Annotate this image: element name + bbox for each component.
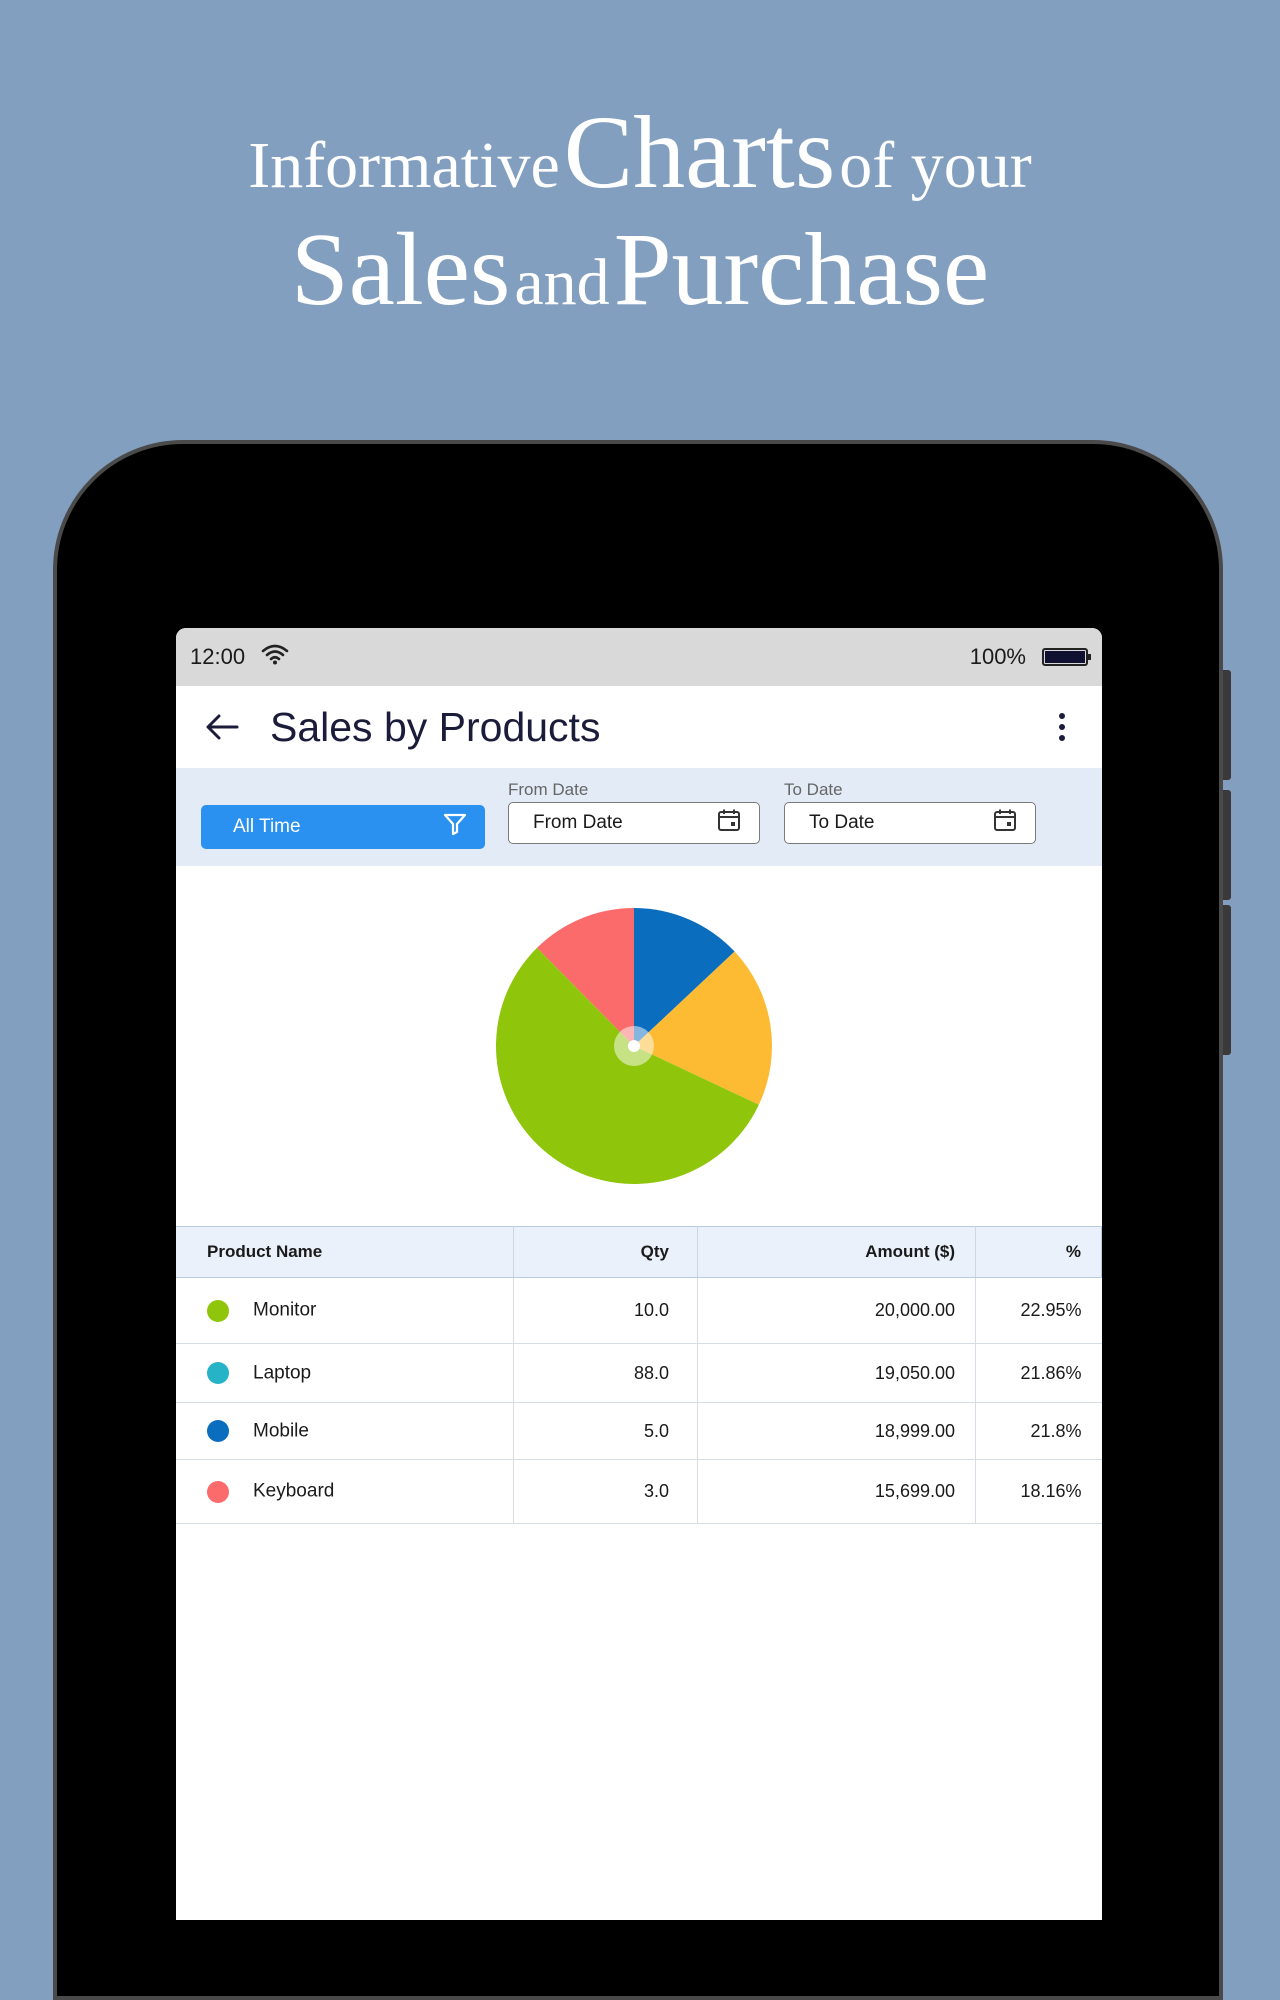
legend-dot (207, 1420, 229, 1443)
page-title: Sales by Products (270, 703, 601, 750)
qty-cell: 88.0 (513, 1343, 698, 1403)
volume-down-button (1223, 790, 1231, 900)
percent-cell: 18.16% (975, 1459, 1102, 1524)
to-date-placeholder: To Date (809, 812, 875, 833)
table-row[interactable]: Mobile 5.0 18,999.00 21.8% (176, 1402, 1102, 1460)
filter-bar: All Time From Date From Date (176, 768, 1102, 866)
period-filter-button[interactable]: All Time (201, 805, 485, 849)
amount-cell: 19,050.00 (697, 1343, 976, 1403)
arrow-left-icon[interactable] (202, 707, 242, 747)
app-bar: Sales by Products (176, 686, 1102, 768)
table-header-row: Product Name Qty Amount ($) % (176, 1226, 1102, 1278)
product-cell: Monitor (176, 1277, 514, 1344)
product-name: Mobile (253, 1420, 309, 1442)
filter-icon (443, 812, 467, 842)
qty-cell: 5.0 (513, 1402, 698, 1460)
wifi-icon (261, 643, 289, 671)
headline-word: Informative (248, 129, 560, 202)
amount-cell: 20,000.00 (697, 1277, 976, 1344)
table-row[interactable]: Laptop 88.0 19,050.00 21.86% (176, 1343, 1102, 1403)
amount-cell: 15,699.00 (697, 1459, 976, 1524)
header-amount: Amount ($) (697, 1226, 976, 1278)
pie-slice-keyboard[interactable] (537, 908, 634, 1046)
power-button (1223, 905, 1231, 1055)
product-cell: Mobile (176, 1402, 514, 1460)
pie-chart (495, 908, 772, 1184)
legend-dot (207, 1299, 229, 1322)
to-date-field: To Date To Date (784, 778, 1036, 844)
product-cell: Keyboard (176, 1459, 514, 1524)
pie-slice-monitor[interactable] (495, 947, 759, 1184)
from-date-caption: From Date (508, 780, 589, 799)
status-bar: 12:00 100% (176, 628, 1102, 686)
headline-line-2: Sales and Purchase (0, 210, 1280, 330)
headline-word: Sales (290, 212, 511, 327)
calendar-icon (993, 808, 1017, 838)
app-screen: 12:00 100% Sales by Products (176, 628, 1102, 1920)
headline-line-1: Informative Charts of your (0, 95, 1280, 210)
headline-word: Purchase (613, 212, 990, 327)
pie-chart-area (176, 866, 1102, 1228)
headline-word: of your (839, 129, 1032, 202)
calendar-icon (717, 808, 741, 838)
headline-word: and (514, 246, 610, 319)
header-percent: % (975, 1226, 1102, 1278)
sales-table: Product Name Qty Amount ($) % Monitor 10… (176, 1226, 1102, 1524)
legend-dot (207, 1362, 229, 1385)
header-product-name: Product Name (176, 1226, 514, 1278)
battery-percentage: 100% (969, 644, 1026, 669)
percent-cell: 22.95% (975, 1277, 1102, 1344)
headline: Informative Charts of your Sales and Pur… (0, 95, 1280, 330)
product-name: Keyboard (253, 1480, 335, 1502)
headline-word: Charts (563, 95, 836, 210)
product-cell: Laptop (176, 1343, 514, 1403)
percent-cell: 21.86% (975, 1343, 1102, 1403)
percent-cell: 21.8% (975, 1402, 1102, 1460)
product-name: Monitor (253, 1299, 317, 1321)
legend-dot (207, 1480, 229, 1503)
from-date-field: From Date From Date (508, 778, 760, 844)
from-date-placeholder: From Date (533, 812, 623, 833)
table-row[interactable]: Monitor 10.0 20,000.00 22.95% (176, 1277, 1102, 1344)
to-date-input[interactable]: To Date (784, 802, 1036, 844)
battery-icon (1042, 648, 1091, 666)
status-time: 12:00 (190, 644, 246, 669)
more-vert-icon[interactable] (1042, 707, 1082, 747)
pie-slice-other[interactable] (634, 951, 772, 1105)
product-name: Laptop (253, 1362, 312, 1384)
pie-center-dot (628, 1040, 640, 1052)
table-row[interactable]: Keyboard 3.0 15,699.00 18.16% (176, 1459, 1102, 1524)
qty-cell: 10.0 (513, 1277, 698, 1344)
pie-slice-mobile[interactable] (634, 908, 735, 1046)
volume-up-button (1223, 670, 1231, 780)
to-date-caption: To Date (784, 780, 843, 799)
header-qty: Qty (513, 1226, 698, 1278)
period-filter-label: All Time (233, 816, 301, 837)
amount-cell: 18,999.00 (697, 1402, 976, 1460)
qty-cell: 3.0 (513, 1459, 698, 1524)
from-date-input[interactable]: From Date (508, 802, 760, 844)
